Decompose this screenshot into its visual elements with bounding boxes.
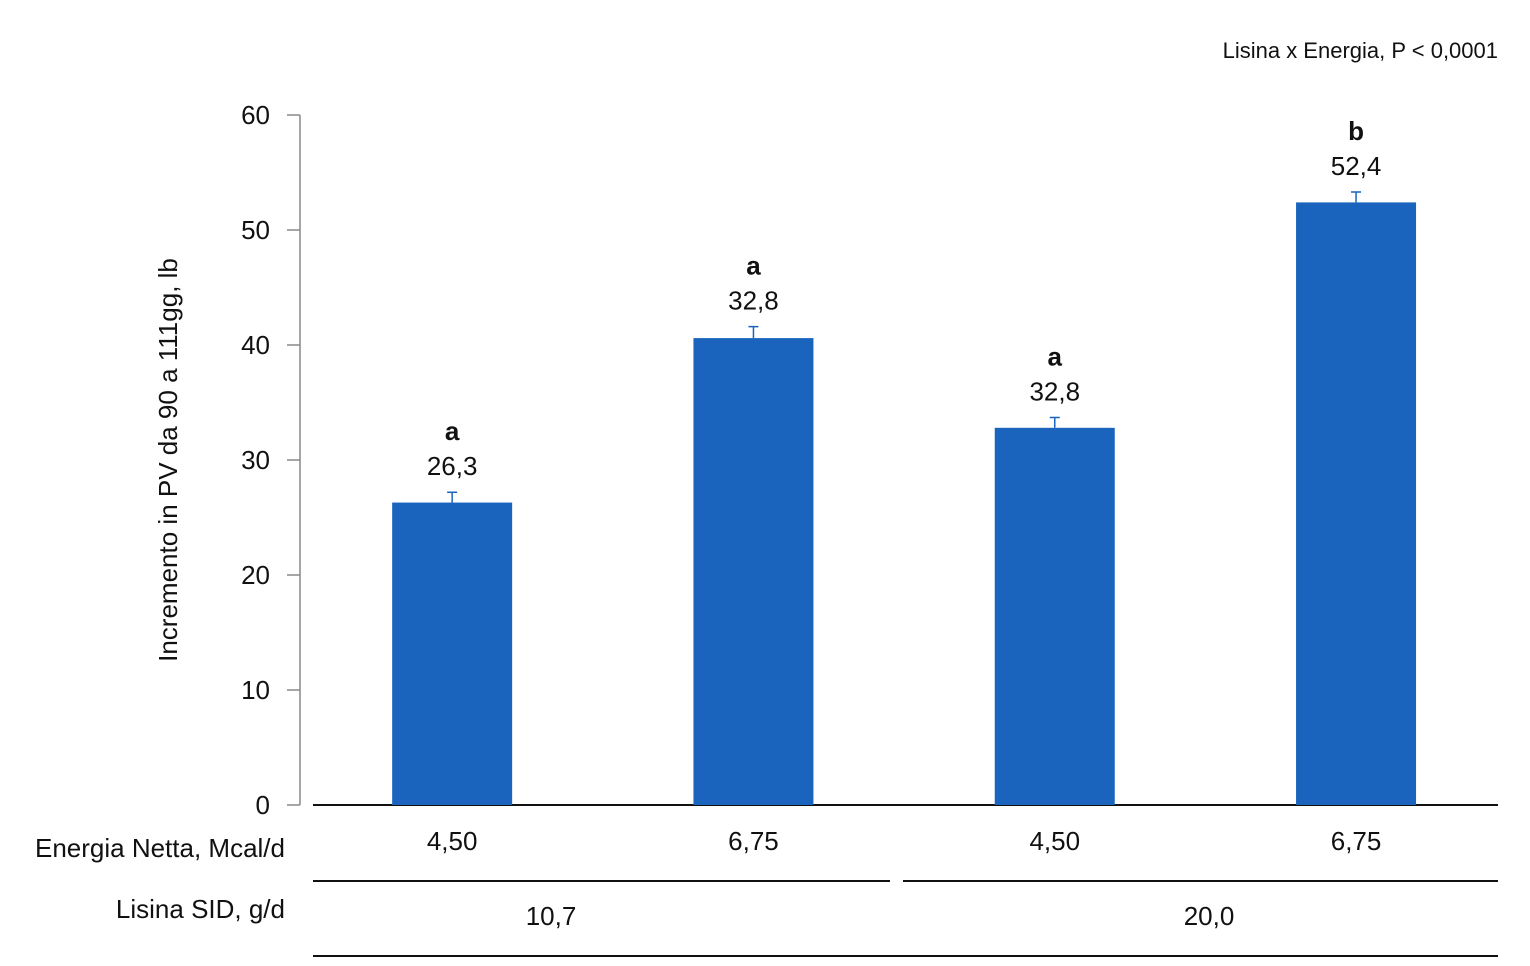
bar [1296, 202, 1417, 805]
bar [693, 338, 814, 805]
bar [994, 427, 1115, 805]
error-bar [1351, 191, 1362, 203]
significance-letter: a [746, 250, 761, 280]
significance-letter: a [445, 416, 460, 446]
x-tick-label: 4,50 [427, 826, 478, 856]
x-tick-label: 6,75 [728, 826, 779, 856]
bar-label: 52,4 [1331, 151, 1382, 181]
error-bar [1049, 416, 1060, 428]
group-label: 10,7 [526, 901, 577, 931]
error-bar [447, 491, 458, 503]
x-axis-label: Energia Netta, Mcal/d [35, 833, 285, 863]
bar-label: 32,8 [1029, 376, 1080, 406]
y-tick-label: 20 [241, 560, 270, 590]
y-tick-label: 60 [241, 100, 270, 130]
y-tick-label: 10 [241, 675, 270, 705]
y-axis-label: Incremento in PV da 90 a 111gg, lb [153, 258, 183, 662]
x-tick-label: 6,75 [1331, 826, 1382, 856]
group-label: 20,0 [1184, 901, 1235, 931]
bar [392, 502, 513, 805]
group-axis-label: Lisina SID, g/d [116, 894, 285, 924]
error-bar [748, 325, 759, 339]
bar-label: 26,3 [427, 451, 478, 481]
y-tick-label: 40 [241, 330, 270, 360]
x-tick-label: 4,50 [1029, 826, 1080, 856]
significance-letter: b [1348, 116, 1364, 146]
y-tick-label: 50 [241, 215, 270, 245]
note: Lisina x Energia, P < 0,0001 [1223, 38, 1498, 63]
significance-letter: a [1048, 341, 1063, 371]
y-tick-label: 0 [256, 790, 270, 820]
y-tick-label: 30 [241, 445, 270, 475]
bar-label: 32,8 [728, 285, 779, 315]
